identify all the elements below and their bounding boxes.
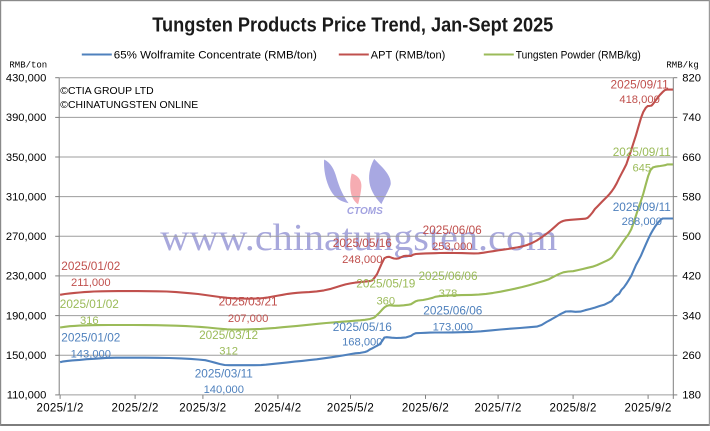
- svg-text:Tungsten Powder (RMB/kg): Tungsten Powder (RMB/kg): [516, 49, 641, 61]
- svg-text:168,000: 168,000: [342, 336, 382, 348]
- svg-text:2025/05/19: 2025/05/19: [356, 277, 415, 291]
- svg-text:©CHINATUNGSTEN ONLINE: ©CHINATUNGSTEN ONLINE: [60, 100, 198, 111]
- svg-text:740: 740: [682, 112, 701, 124]
- svg-text:110,000: 110,000: [7, 390, 47, 402]
- svg-text:2025/01/02: 2025/01/02: [60, 297, 119, 311]
- svg-text:248,000: 248,000: [342, 254, 382, 266]
- svg-text:420: 420: [682, 271, 701, 283]
- svg-text:310,000: 310,000: [6, 191, 46, 203]
- svg-text:180: 180: [682, 390, 701, 402]
- svg-text:207,000: 207,000: [228, 313, 268, 325]
- svg-text:140,000: 140,000: [204, 384, 244, 396]
- svg-text:2025/6/2: 2025/6/2: [402, 403, 449, 415]
- svg-text:2025/03/11: 2025/03/11: [195, 366, 253, 380]
- svg-text:2025/06/06: 2025/06/06: [423, 223, 482, 237]
- svg-text:2025/7/2: 2025/7/2: [475, 403, 522, 415]
- svg-text:2025/2/2: 2025/2/2: [112, 403, 159, 415]
- svg-text:RMB/ton: RMB/ton: [9, 60, 47, 70]
- svg-text:APT (RMB/ton): APT (RMB/ton): [371, 49, 446, 61]
- svg-text:173,000: 173,000: [433, 322, 473, 334]
- svg-text:143,000: 143,000: [71, 349, 111, 361]
- svg-text:2025/06/06: 2025/06/06: [423, 304, 482, 318]
- svg-text:2025/03/12: 2025/03/12: [199, 328, 258, 342]
- svg-text:645: 645: [632, 162, 651, 174]
- svg-text:2025/03/21: 2025/03/21: [219, 295, 278, 309]
- svg-text:2025/5/2: 2025/5/2: [327, 403, 374, 415]
- svg-text:660: 660: [682, 152, 701, 164]
- svg-text:270,000: 270,000: [6, 231, 46, 243]
- svg-text:500: 500: [682, 231, 701, 243]
- svg-text:390,000: 390,000: [6, 112, 46, 124]
- svg-text:2025/05/16: 2025/05/16: [333, 320, 392, 334]
- svg-text:340: 340: [682, 310, 701, 322]
- svg-text:2025/9/2: 2025/9/2: [625, 403, 672, 415]
- svg-text:RMB/kg: RMB/kg: [666, 60, 698, 70]
- svg-text:2025/05/16: 2025/05/16: [333, 236, 392, 250]
- svg-text:190,000: 190,000: [6, 310, 46, 322]
- svg-text:312: 312: [219, 346, 238, 358]
- svg-text:CTOMS: CTOMS: [347, 206, 383, 217]
- svg-text:288,000: 288,000: [622, 216, 662, 228]
- svg-text:2025/09/11: 2025/09/11: [613, 145, 671, 159]
- svg-text:430,000: 430,000: [6, 73, 46, 85]
- svg-text:Tungsten Products Price Trend,: Tungsten Products Price Trend, Jan-Sept …: [152, 14, 553, 36]
- svg-text:2025/01/02: 2025/01/02: [61, 330, 120, 344]
- svg-text:230,000: 230,000: [6, 271, 46, 283]
- svg-text:2025/01/02: 2025/01/02: [61, 259, 120, 273]
- svg-text:211,000: 211,000: [71, 277, 111, 289]
- svg-text:2025/4/2: 2025/4/2: [254, 403, 301, 415]
- svg-text:2025/8/2: 2025/8/2: [550, 403, 597, 415]
- svg-text:418,000: 418,000: [619, 94, 659, 106]
- svg-text:260: 260: [682, 350, 701, 362]
- svg-text:2025/09/11: 2025/09/11: [613, 200, 671, 214]
- svg-text:350,000: 350,000: [6, 152, 46, 164]
- svg-text:378: 378: [439, 288, 458, 300]
- svg-text:65% Wolframite Concentrate (RM: 65% Wolframite Concentrate (RMB/ton): [114, 49, 317, 61]
- svg-text:©CTIA GROUP LTD: ©CTIA GROUP LTD: [60, 86, 153, 97]
- svg-text:2025/1/2: 2025/1/2: [37, 403, 84, 415]
- svg-text:2025/09/11: 2025/09/11: [611, 77, 669, 91]
- svg-text:580: 580: [682, 191, 701, 203]
- svg-text:150,000: 150,000: [6, 350, 46, 362]
- svg-text:2025/3/2: 2025/3/2: [179, 403, 226, 415]
- svg-text:360: 360: [376, 296, 395, 308]
- svg-text:2025/06/06: 2025/06/06: [418, 269, 477, 283]
- svg-text:316: 316: [80, 315, 99, 327]
- svg-text:253,000: 253,000: [432, 241, 472, 253]
- svg-text:820: 820: [682, 73, 701, 85]
